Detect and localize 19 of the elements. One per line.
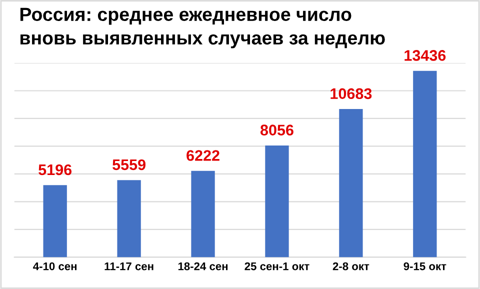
x-tick-label: 9-15 окт: [404, 262, 446, 270]
x-tick-label: 25 сен-1 окт: [244, 262, 310, 270]
data-label: 10683: [330, 88, 372, 100]
data-label: 5196: [38, 164, 72, 176]
data-label: 5559: [112, 159, 146, 170]
x-tick-label: 4-10 сен: [33, 262, 77, 270]
data-label: 8056: [260, 124, 294, 136]
bar: [413, 70, 437, 258]
data-label: 13436: [404, 50, 446, 61]
bar: [117, 180, 141, 258]
bar: [191, 170, 215, 258]
x-tick-label: 18-24 сен: [178, 262, 228, 270]
x-tick-label: 2-8 окт: [332, 262, 370, 270]
bar: [43, 185, 67, 258]
data-label: 6222: [186, 150, 220, 161]
chart-title: Россия: среднее ежедневное число вновь выявленных случаев за неделю: [20, 8, 385, 48]
bar: [265, 145, 289, 258]
x-tick-label: 11-17 сен: [104, 262, 154, 270]
bar: [339, 109, 363, 258]
